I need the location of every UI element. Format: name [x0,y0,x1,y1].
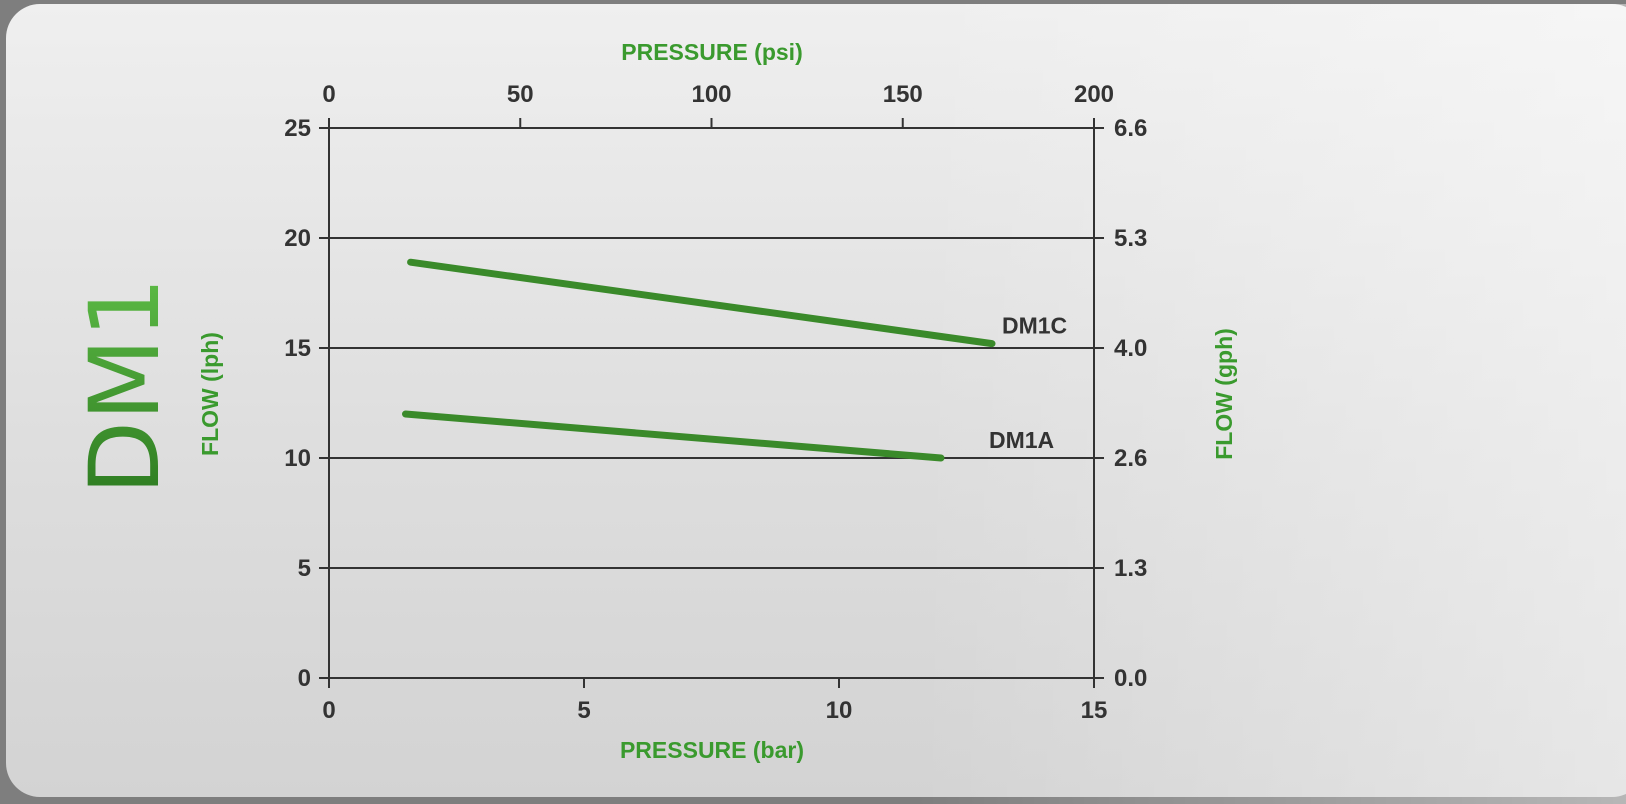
x-tick-label: 10 [826,697,853,724]
y-tick-label: 0 [298,665,311,692]
y2-tick-label: 0.0 [1114,665,1147,692]
y-tick-label: 10 [284,445,311,472]
model-title: DM1 [69,277,181,495]
y-axis-title-left: FLOW (lph) [197,332,223,456]
series-lines: DM1C DM1A [402,258,1067,462]
x-axis-title-bottom: PRESSURE (bar) [620,737,804,763]
series-label-dm1c: DM1C [1002,313,1067,339]
grid-lines [329,127,1094,679]
series-line-dm1a [402,410,945,462]
y-tick-label: 5 [298,555,311,582]
y-tick-label: 15 [284,335,311,362]
x2-tick-label: 200 [1074,81,1114,108]
y-tick-label: 25 [284,115,311,142]
x-tick-label: 15 [1081,697,1108,724]
axes [319,118,1104,688]
x2-tick-label: 50 [507,81,534,108]
y2-tick-label: 4.0 [1114,335,1147,362]
series-line-dm1c [407,258,996,348]
y2-tick-label: 6.6 [1114,115,1147,142]
series-label-dm1a: DM1A [989,427,1054,453]
x-axis-title-top: PRESSURE (psi) [621,39,802,65]
y2-tick-label: 5.3 [1114,225,1147,252]
x-tick-label: 5 [577,697,590,724]
x2-tick-label: 150 [883,81,923,108]
y2-tick-label: 2.6 [1114,445,1147,472]
y-axis-title-right: FLOW (gph) [1211,328,1237,460]
x2-tick-label: 100 [691,81,731,108]
x-tick-label: 0 [322,697,335,724]
y2-tick-label: 1.3 [1114,555,1147,582]
x2-tick-label: 0 [322,81,335,108]
y-tick-label: 20 [284,225,311,252]
tick-labels: 0 0.05 1.310 2.615 4.020 5.325 6.60 5 10 150 50 100… [284,81,1147,724]
